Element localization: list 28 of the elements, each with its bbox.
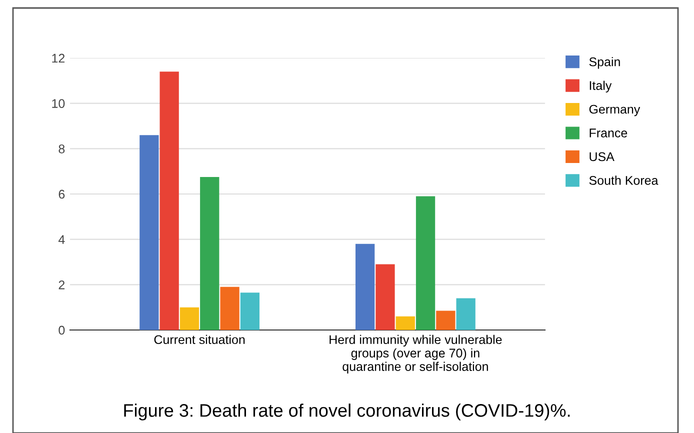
x-tick-label: Current situation: [154, 334, 245, 344]
legend-label: Germany: [589, 104, 640, 116]
bar: [140, 135, 159, 330]
bar: [376, 264, 395, 330]
legend-label: South Korea: [589, 176, 658, 185]
y-tick-label: 4: [58, 235, 65, 244]
bar: [456, 298, 476, 330]
y-tick-label: 2: [58, 280, 65, 290]
x-tick-label: Herd immunity while vulnerable groups (over age 70) in quarantine or self-isolation: [330, 334, 502, 374]
y-tick-label: 8: [58, 144, 65, 154]
bar: [220, 286, 240, 330]
bar: [180, 307, 200, 330]
bar: [240, 292, 260, 330]
caption: Figure 3: Death rate of novel coronavirus (COVID-19)%.: [124, 404, 570, 420]
y-tick-label: 10: [52, 99, 65, 108]
y-tick-label: 6: [58, 190, 65, 199]
legend-label: Spain: [589, 57, 620, 69]
legend-label: Italy: [590, 80, 612, 92]
bar: [200, 177, 220, 330]
bar: [396, 316, 415, 330]
bar: [416, 196, 436, 330]
bar: [356, 244, 375, 330]
y-tick-label: 0: [58, 326, 65, 335]
bar: [436, 310, 456, 330]
y-tick-label: 12: [52, 54, 65, 63]
bar: [160, 72, 179, 330]
legend-label: USA: [590, 152, 614, 162]
legend-label: France: [590, 128, 628, 138]
